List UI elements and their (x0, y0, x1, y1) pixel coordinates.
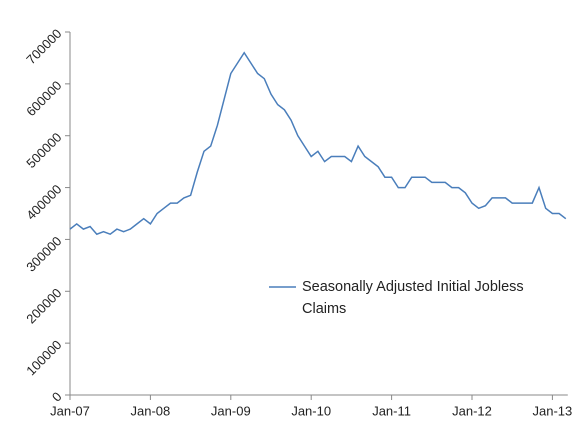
x-tick-label: Jan-13 (533, 403, 573, 418)
y-tick-label: 600000 (23, 78, 64, 119)
y-tick-label: 500000 (23, 130, 64, 171)
y-tick-label: 400000 (23, 182, 64, 223)
x-tick-label: Jan-12 (452, 403, 492, 418)
data-line (69, 51, 567, 236)
legend-label: Seasonally Adjusted Initial Jobless Clai… (302, 279, 524, 317)
x-tick-label: Jan-11 (372, 403, 411, 418)
y-tick-label: 200000 (23, 285, 64, 326)
y-tick-label: 300000 (23, 233, 64, 274)
x-tick-label: Jan-07 (50, 403, 90, 418)
y-tick-label: 0 (49, 389, 65, 405)
y-tick-label: 700000 (23, 26, 64, 67)
x-tick-label: Jan-10 (291, 403, 331, 418)
y-tick-label: 100000 (23, 337, 64, 378)
x-tick-label: Jan-08 (131, 403, 171, 418)
x-tick-label: Jan-09 (211, 403, 251, 418)
